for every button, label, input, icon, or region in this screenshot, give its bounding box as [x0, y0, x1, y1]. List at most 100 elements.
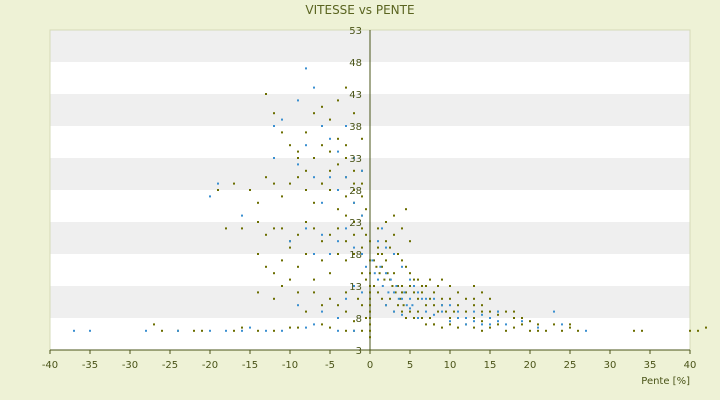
- scatter-point: [337, 150, 339, 153]
- scatter-point: [385, 259, 387, 262]
- scatter-point: [361, 304, 363, 307]
- scatter-point: [373, 272, 376, 275]
- scatter-point: [385, 304, 387, 307]
- scatter-point: [249, 189, 251, 191]
- scatter-point: [449, 323, 451, 326]
- scatter-point: [409, 278, 411, 281]
- scatter-point: [329, 150, 331, 153]
- scatter-point: [387, 291, 390, 294]
- scatter-point: [489, 326, 491, 329]
- scatter-point: [411, 304, 414, 307]
- scatter-point: [561, 329, 563, 332]
- scatter-point: [425, 310, 427, 313]
- scatter-point: [217, 182, 219, 185]
- scatter-point: [457, 317, 459, 319]
- scatter-point: [345, 227, 347, 230]
- scatter-point: [297, 291, 299, 294]
- scatter-point: [413, 317, 415, 319]
- scatter-point: [489, 310, 491, 313]
- x-tick-label: -5: [325, 360, 335, 371]
- scatter-point: [386, 272, 389, 275]
- x-tick-label: 15: [484, 360, 497, 371]
- scatter-point: [641, 329, 643, 332]
- scatter-point: [241, 326, 243, 329]
- scatter-point: [297, 163, 299, 166]
- scatter-point: [401, 259, 403, 262]
- scatter-point: [473, 297, 475, 300]
- scatter-point: [569, 326, 571, 329]
- scatter-point: [361, 291, 363, 294]
- scatter-point: [377, 240, 379, 243]
- scatter-point: [297, 99, 299, 102]
- scatter-point: [389, 297, 391, 300]
- scatter-point: [313, 291, 315, 294]
- x-tick-label: 10: [444, 360, 457, 371]
- scatter-point: [373, 259, 375, 262]
- scatter-point: [465, 297, 467, 300]
- scatter-point: [305, 189, 307, 191]
- scatter-point: [391, 285, 394, 287]
- scatter-point: [513, 317, 515, 319]
- scatter-point: [361, 272, 363, 275]
- scatter-point: [369, 317, 371, 319]
- y-tick-label: 43: [349, 90, 362, 101]
- scatter-point: [473, 304, 475, 307]
- scatter-point: [449, 285, 451, 287]
- scatter-point: [345, 291, 347, 294]
- scatter-point: [497, 313, 499, 316]
- scatter-point: [377, 246, 379, 249]
- scatter-point: [433, 304, 435, 307]
- scatter-point: [345, 259, 347, 262]
- scatter-point: [353, 112, 355, 115]
- scatter-point: [473, 320, 475, 323]
- scatter-point: [403, 291, 406, 294]
- scatter-point: [369, 240, 371, 243]
- x-tick-label: 20: [524, 360, 537, 371]
- scatter-point: [369, 329, 371, 332]
- scatter-point: [378, 272, 381, 275]
- scatter-point: [345, 157, 347, 159]
- scatter-point: [345, 297, 347, 300]
- scatter-point: [457, 310, 459, 313]
- scatter-point: [401, 313, 403, 316]
- scatter-point: [321, 105, 323, 108]
- scatter-point: [289, 240, 291, 243]
- scatter-point: [233, 182, 235, 185]
- scatter-point: [257, 253, 259, 255]
- scatter-point: [441, 326, 443, 329]
- scatter-point: [329, 233, 331, 236]
- scatter-point: [265, 265, 267, 268]
- scatter-point: [273, 112, 275, 115]
- scatter-point: [329, 137, 331, 140]
- scatter-point: [413, 291, 415, 294]
- scatter-point: [329, 326, 331, 329]
- scatter-point: [353, 221, 355, 223]
- scatter-point: [265, 233, 267, 236]
- scatter-point: [433, 313, 435, 316]
- scatter-point: [385, 240, 387, 243]
- scatter-point: [313, 201, 315, 204]
- scatter-point: [441, 278, 443, 281]
- scatter-point: [399, 297, 402, 300]
- scatter-point: [337, 253, 339, 255]
- scatter-point: [433, 291, 435, 294]
- scatter-point: [705, 326, 707, 329]
- scatter-point: [177, 329, 179, 332]
- scatter-point: [297, 176, 299, 179]
- scatter-point: [281, 118, 283, 121]
- scatter-point: [529, 329, 531, 332]
- x-tick-label: 40: [684, 360, 697, 371]
- scatter-point: [397, 285, 399, 287]
- scatter-point: [321, 144, 323, 147]
- scatter-point: [281, 259, 283, 262]
- scatter-point: [561, 323, 563, 326]
- scatter-point: [257, 221, 259, 223]
- scatter-point: [345, 214, 347, 217]
- scatter-point: [161, 329, 163, 332]
- scatter-point: [365, 317, 367, 319]
- scatter-point: [381, 297, 383, 300]
- scatter-point: [433, 297, 435, 300]
- y-tick-label: 23: [349, 218, 362, 229]
- scatter-point: [369, 336, 371, 339]
